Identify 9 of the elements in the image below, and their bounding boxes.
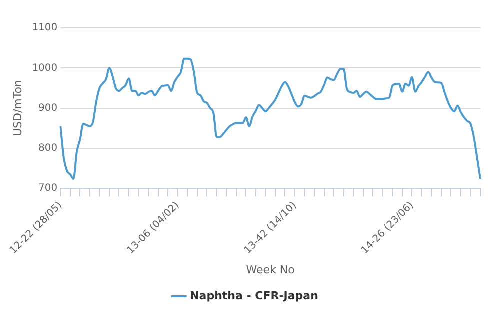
y-axis-title: USD/mTon	[11, 80, 24, 137]
legend-label: Naphtha - CFR-Japan	[190, 289, 318, 302]
y-tick-label: 800	[38, 143, 58, 154]
y-tick-label: 900	[38, 102, 58, 114]
y-tick-label: 1000	[32, 62, 58, 74]
y-tick-label: 700	[38, 183, 58, 194]
x-axis-title: Week No	[246, 263, 296, 276]
y-tick-label: 1100	[32, 22, 58, 34]
line-series	[60, 58, 482, 180]
